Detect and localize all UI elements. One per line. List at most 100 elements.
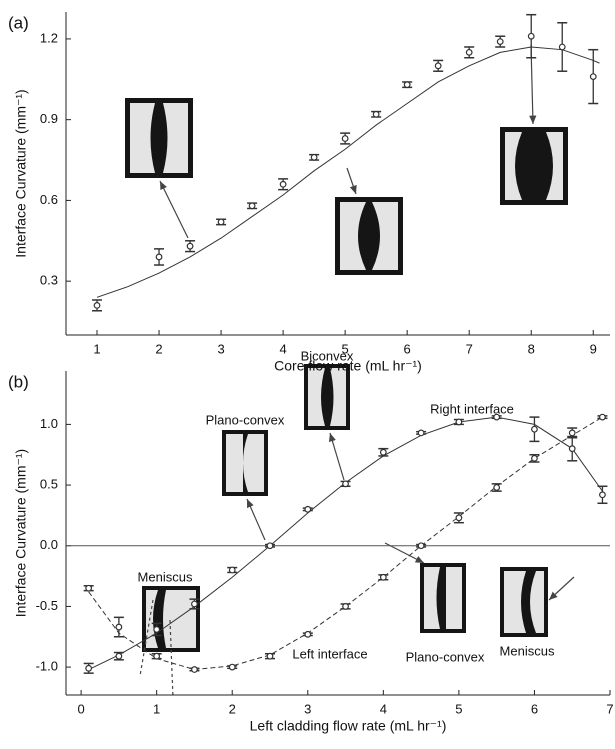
arrow xyxy=(139,599,154,677)
data-point xyxy=(527,32,535,40)
data-point xyxy=(417,542,425,550)
data-point xyxy=(93,301,101,309)
data-point xyxy=(228,663,236,671)
annotation: Plano-convex xyxy=(206,412,285,427)
y-tick-label: 0.0 xyxy=(40,537,58,552)
x-tick-label: 2 xyxy=(229,701,236,716)
data-point xyxy=(379,573,387,581)
x-tick-label: 3 xyxy=(304,701,311,716)
x-axis-label: Core flow rate (mL hr⁻¹) xyxy=(274,358,422,374)
data-point xyxy=(248,202,256,210)
x-tick-label: 9 xyxy=(590,341,597,356)
data-point xyxy=(115,652,123,660)
inset-image xyxy=(500,127,568,205)
data-point xyxy=(342,603,349,610)
arrow xyxy=(159,180,189,239)
data-point xyxy=(568,445,576,453)
x-tick-label: 0 xyxy=(77,701,84,716)
arrows xyxy=(139,44,575,699)
data-point xyxy=(279,180,287,188)
x-tick-label: 5 xyxy=(455,701,462,716)
y-axis-label: Interface Curvature (mm⁻¹) xyxy=(13,449,29,617)
arrow xyxy=(384,542,425,564)
data-point xyxy=(310,153,318,161)
annotation: Left interface xyxy=(292,646,367,661)
y-tick-label: -1.0 xyxy=(36,659,58,674)
data-point xyxy=(599,413,606,421)
data-point xyxy=(191,600,198,608)
panel-label: (b) xyxy=(8,372,29,391)
arrow xyxy=(548,576,575,601)
data-point xyxy=(531,454,538,462)
data-point xyxy=(304,630,312,638)
data-point xyxy=(304,505,312,513)
x-tick-label: 5 xyxy=(342,341,349,356)
data-point xyxy=(531,425,538,433)
x-tick-label: 4 xyxy=(380,701,387,716)
arrow xyxy=(346,167,357,195)
x-axis-label: Left cladding flow rate (mL hr⁻¹) xyxy=(250,718,447,734)
data-point xyxy=(455,418,463,426)
data-point xyxy=(434,62,442,70)
inset-image xyxy=(125,98,193,178)
panel-label: (a) xyxy=(8,13,29,32)
insets xyxy=(125,98,568,652)
data-point xyxy=(191,666,198,673)
data-point xyxy=(342,480,349,488)
data-point xyxy=(228,566,236,574)
x-tick-label: 7 xyxy=(466,341,473,356)
annotation: Biconvex xyxy=(301,348,354,363)
data-point xyxy=(153,652,161,660)
x-tick-label: 1 xyxy=(93,341,100,356)
data-point xyxy=(417,429,425,437)
x-tick-label: 8 xyxy=(528,341,535,356)
data-point xyxy=(155,253,163,261)
x-tick-label: 1 xyxy=(153,701,160,716)
y-tick-label: 1.2 xyxy=(40,30,58,45)
data-point xyxy=(153,626,161,633)
data-point xyxy=(85,584,93,592)
annotation: Plano-convex xyxy=(406,649,485,664)
data-point xyxy=(115,623,123,631)
x-tick-label: 3 xyxy=(217,341,224,356)
data-point xyxy=(599,491,606,499)
data-point xyxy=(496,38,504,46)
inset-image xyxy=(500,567,548,637)
inset-image xyxy=(335,197,403,275)
data-point xyxy=(266,652,274,660)
x-tick-label: 6 xyxy=(531,701,538,716)
data-point xyxy=(455,514,463,522)
data-point xyxy=(558,43,566,51)
x-tick-label: 4 xyxy=(279,341,286,356)
annotation: Right interface xyxy=(430,401,514,416)
x-tick-label: 2 xyxy=(155,341,162,356)
data-point xyxy=(217,218,225,226)
inset-image xyxy=(142,586,200,652)
data-point xyxy=(372,110,380,118)
x-tick-label: 6 xyxy=(404,341,411,356)
arrow xyxy=(246,498,266,541)
data-point xyxy=(568,429,576,437)
annotation: Meniscus xyxy=(138,569,193,584)
annotation: Meniscus xyxy=(500,643,555,658)
y-tick-label: 1.0 xyxy=(40,416,58,431)
arrow xyxy=(169,619,174,699)
y-tick-label: -0.5 xyxy=(36,598,58,613)
x-tick-label: 7 xyxy=(606,701,613,716)
y-axis-label: Interface Curvature (mm⁻¹) xyxy=(13,89,29,257)
y-tick-label: 0.3 xyxy=(40,273,58,288)
y-tick-label: 0.5 xyxy=(40,477,58,492)
data-point xyxy=(341,135,349,142)
data-point xyxy=(266,542,274,550)
data-point xyxy=(493,413,501,421)
data-point xyxy=(589,73,597,80)
data-point xyxy=(85,664,93,672)
arrow xyxy=(328,432,345,481)
inset-image xyxy=(420,563,466,633)
data-point xyxy=(465,48,473,56)
inset-image xyxy=(304,364,350,430)
data-point xyxy=(186,242,194,250)
fit-line xyxy=(96,46,600,298)
inset-image xyxy=(222,430,268,496)
